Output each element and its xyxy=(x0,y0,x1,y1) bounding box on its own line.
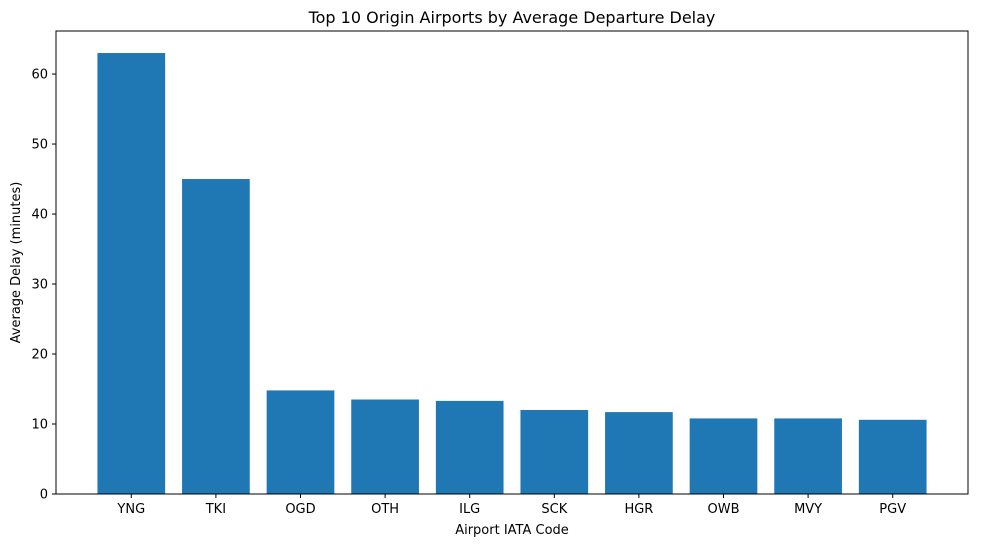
bars-layer xyxy=(97,53,927,495)
x-tick-label: OGD xyxy=(285,502,315,517)
bar-sck xyxy=(520,410,589,494)
bar-ilg xyxy=(435,400,504,494)
x-tick-label: OWB xyxy=(707,502,739,517)
y-tick-label: 30 xyxy=(31,278,48,293)
bar-pgv xyxy=(858,419,927,494)
y-tick-label: 50 xyxy=(31,138,48,153)
y-axis-ticks: 0 10 20 30 40 50 60 xyxy=(31,68,56,503)
x-tick-label: HGR xyxy=(624,502,653,517)
x-tick-label: YNG xyxy=(116,502,145,517)
y-tick-label: 60 xyxy=(31,68,48,83)
bar-owb xyxy=(689,418,758,494)
bar-tki xyxy=(182,179,250,495)
x-tick-label: PGV xyxy=(879,502,906,517)
x-axis-label: Airport IATA Code xyxy=(455,523,569,538)
x-tick-label: TKI xyxy=(205,502,226,517)
y-tick-label: 10 xyxy=(31,418,48,433)
chart-title: Top 10 Origin Airports by Average Depart… xyxy=(308,8,716,27)
bar-mvy xyxy=(774,418,842,494)
y-tick-label: 40 xyxy=(31,208,48,223)
plot-frame xyxy=(55,30,969,495)
y-tick-label: 0 xyxy=(40,488,48,503)
x-tick-label: SCK xyxy=(541,502,567,517)
bar-oth xyxy=(351,399,419,494)
bar-yng xyxy=(97,53,166,495)
y-tick-label: 20 xyxy=(31,348,48,363)
x-tick-label: MVY xyxy=(794,502,822,517)
x-tick-label: OTH xyxy=(371,502,399,517)
y-axis-label: Average Delay (minutes) xyxy=(9,182,24,344)
bar-ogd xyxy=(266,390,335,494)
x-axis-ticks: YNG TKI OGD OTH ILG SCK HGR OWB MVY PGV xyxy=(116,494,906,517)
bar-hgr xyxy=(605,412,673,494)
x-tick-label: ILG xyxy=(459,502,480,517)
